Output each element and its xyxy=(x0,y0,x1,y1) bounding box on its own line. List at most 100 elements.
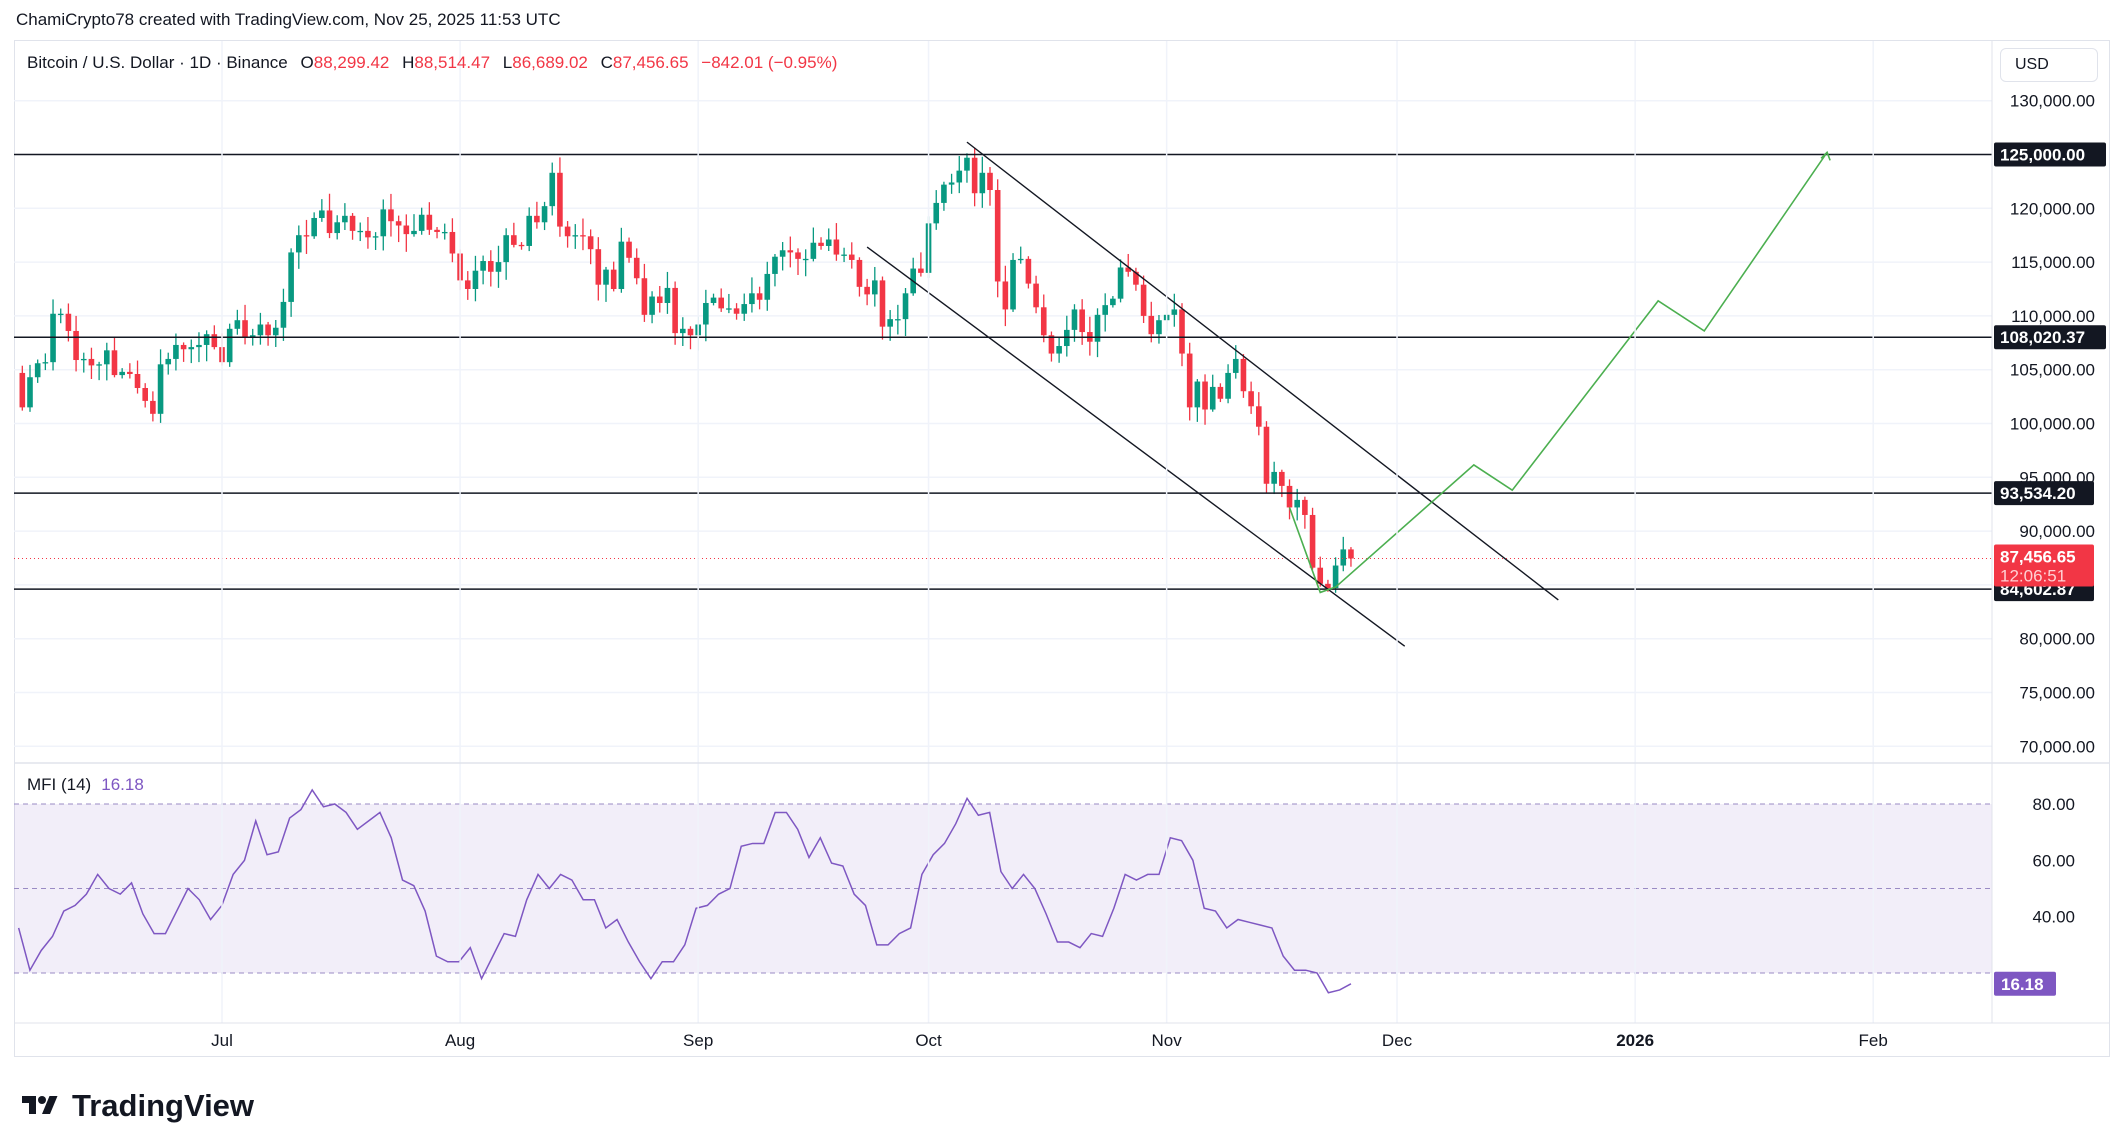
candle-up xyxy=(764,273,771,300)
candle-down xyxy=(610,269,617,289)
candle-up xyxy=(649,296,655,315)
candle-up xyxy=(1110,298,1116,306)
candle-up xyxy=(472,270,479,289)
candle-up xyxy=(956,170,963,183)
candle-up xyxy=(1017,258,1024,261)
channel-trendline xyxy=(966,141,1559,601)
candle-up xyxy=(104,350,110,365)
candle-down xyxy=(403,225,410,235)
candle-down xyxy=(1240,358,1247,392)
candle-up xyxy=(319,210,325,218)
candle-up xyxy=(311,217,317,237)
projection-arrowhead-icon xyxy=(1820,150,1831,161)
candle-down xyxy=(1286,485,1293,508)
candle-up xyxy=(941,184,947,203)
mfi-pane xyxy=(14,788,1992,994)
candle-up xyxy=(1209,386,1216,410)
price-axis-label: 75,000.00 xyxy=(2019,684,2095,703)
candle-up xyxy=(772,256,778,274)
candle-down xyxy=(756,293,763,300)
time-axis-label: Nov xyxy=(1152,1031,1183,1050)
candle-up xyxy=(895,319,901,321)
candle-down xyxy=(564,226,571,237)
candle-up xyxy=(1225,372,1231,399)
level-price-badge: 125,000.00 xyxy=(2000,146,2085,165)
candle-down xyxy=(672,287,678,334)
tradingview-logo-text: TradingView xyxy=(72,1088,255,1123)
price-axis-label: 115,000.00 xyxy=(2011,253,2095,272)
candle-up xyxy=(1071,309,1078,330)
candle-up xyxy=(810,242,817,259)
candle-up xyxy=(503,235,509,263)
mfi-axis-label: 80.00 xyxy=(2032,795,2075,814)
candle-down xyxy=(848,254,855,260)
channel-trendline xyxy=(866,246,1406,647)
symbol-title[interactable]: Bitcoin / U.S. Dollar · 1D · Binance xyxy=(27,53,288,72)
candle-up xyxy=(841,254,847,256)
candle-down xyxy=(633,257,640,279)
open-value: 88,299.42 xyxy=(313,53,390,72)
time-axis-label: Feb xyxy=(1859,1031,1888,1050)
candle-down xyxy=(65,313,72,331)
candle-up xyxy=(902,293,909,320)
change-value: −842.01 (−0.95%) xyxy=(701,53,838,72)
mfi-legend[interactable]: MFI (14) 16.18 xyxy=(27,775,144,795)
candle-down xyxy=(1302,499,1308,515)
candle-down xyxy=(1025,258,1032,284)
price-axis-label: 110,000.00 xyxy=(2011,307,2095,326)
candle-up xyxy=(203,334,210,345)
candle-down xyxy=(388,209,394,222)
candle-up xyxy=(618,241,625,289)
currency-button[interactable]: USD xyxy=(2000,48,2098,82)
candle-down xyxy=(111,350,118,376)
mfi-value-badge: 16.18 xyxy=(2001,975,2044,994)
candle-up xyxy=(887,319,893,327)
tradingview-logo[interactable]: TradingView xyxy=(16,1088,254,1124)
chart-frame xyxy=(14,40,2110,1057)
candle-down xyxy=(1348,549,1354,559)
time-axis-label: 2026 xyxy=(1616,1031,1654,1050)
level-price-badge-bg xyxy=(1994,481,2094,506)
candle-up xyxy=(34,363,41,378)
candle-down xyxy=(211,334,218,348)
candle-up xyxy=(1064,329,1070,347)
candle-down xyxy=(687,328,694,336)
candle-down xyxy=(1140,284,1147,316)
candle-down xyxy=(1309,514,1316,568)
candle-down xyxy=(595,249,602,285)
candle-down xyxy=(534,215,540,223)
price-axis-label: 130,000.00 xyxy=(2010,92,2095,111)
candle-up xyxy=(1171,309,1178,315)
candle-down xyxy=(326,210,333,234)
candle-down xyxy=(1317,567,1324,584)
candle-down xyxy=(150,400,156,414)
candle-down xyxy=(134,374,141,388)
candle-up xyxy=(188,347,195,350)
candle-up xyxy=(280,301,287,328)
candle-up xyxy=(572,235,579,237)
candle-up xyxy=(50,313,56,363)
candle-down xyxy=(511,235,517,245)
candle-up xyxy=(480,261,486,271)
candle-up xyxy=(411,230,417,235)
level-price-badge-bg xyxy=(1994,325,2106,350)
candle-down xyxy=(142,387,148,401)
candle-up xyxy=(664,287,671,303)
close-value: 87,456.65 xyxy=(612,53,689,72)
candle-up xyxy=(272,327,279,336)
candle-down xyxy=(180,344,187,350)
candle-up xyxy=(1340,549,1347,566)
candle-down xyxy=(580,235,586,237)
candle-down xyxy=(449,231,456,254)
candle-up xyxy=(495,262,502,272)
candle-down xyxy=(1133,271,1139,285)
close-label: C xyxy=(600,53,613,72)
time-axis-label: Oct xyxy=(915,1031,942,1050)
candle-down xyxy=(88,358,95,366)
candle-up xyxy=(1194,381,1201,408)
candle-up xyxy=(979,172,986,194)
mfi-name: MFI (14) xyxy=(27,775,92,794)
candle-up xyxy=(257,324,264,336)
price-axis-label: 120,000.00 xyxy=(2010,199,2095,218)
